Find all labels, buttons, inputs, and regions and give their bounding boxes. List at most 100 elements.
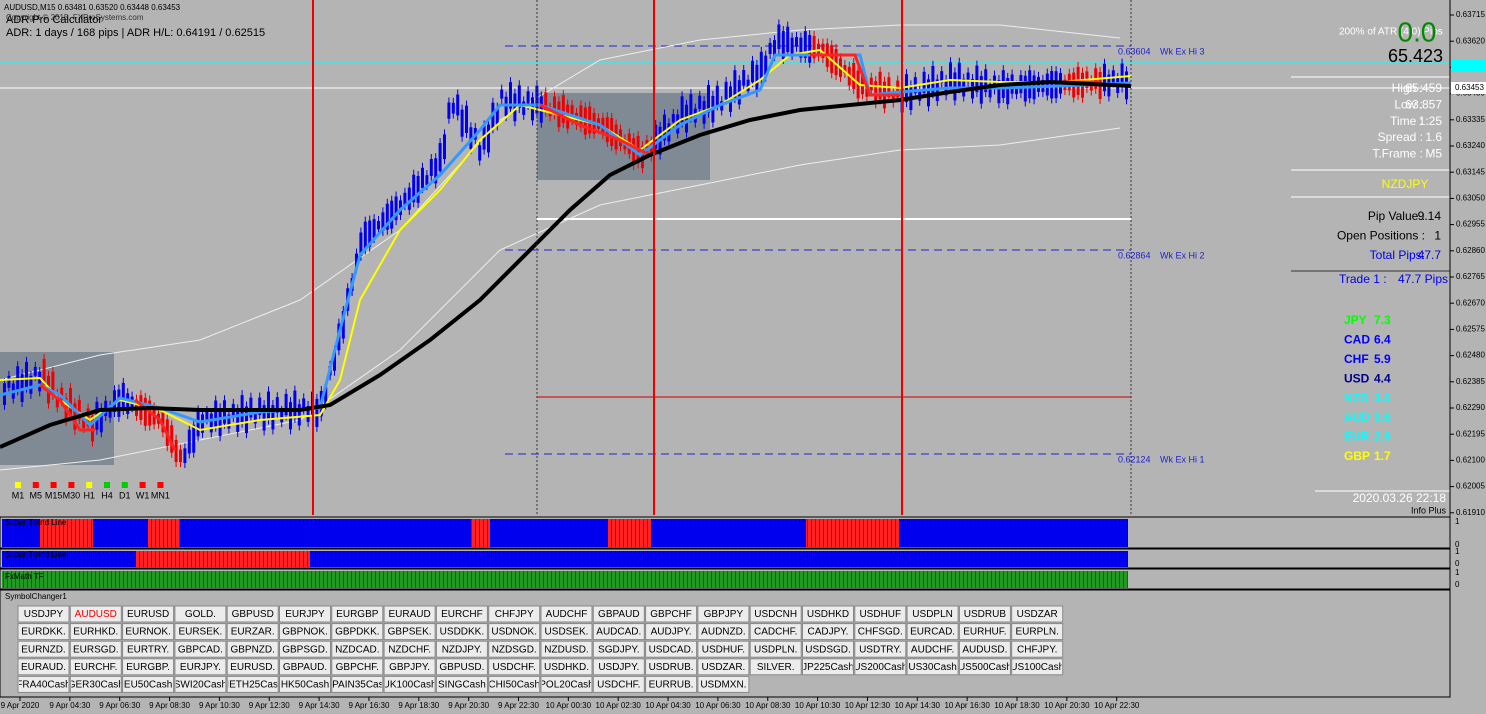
symbol-button[interactable]: USDJPY.	[592, 658, 645, 676]
symbol-button[interactable]: USDSEK.	[540, 623, 593, 641]
symbol-button[interactable]: CHFSGD.	[854, 623, 907, 641]
symbol-button[interactable]: EURHUF.	[958, 623, 1011, 641]
symbol-button[interactable]: EU50Cash	[122, 675, 175, 693]
symbol-button[interactable]: USDCNH	[749, 605, 802, 623]
symbol-button[interactable]: GBPSEK.	[383, 623, 436, 641]
symbol-button[interactable]: CADJPY.	[802, 623, 854, 641]
symbol-button[interactable]: EURJPY	[279, 605, 331, 623]
symbol-button[interactable]: EURNOK.	[122, 623, 175, 641]
symbol-button[interactable]: GOLD.	[174, 605, 227, 623]
symbol-button[interactable]: CADCHF.	[749, 623, 802, 641]
symbol-button[interactable]: GBPNOK.	[279, 623, 331, 641]
symbol-button[interactable]: USDMXN.	[697, 675, 750, 693]
symbol-button[interactable]: US500Cash	[958, 658, 1012, 676]
symbol-button[interactable]: USDSGD.	[802, 640, 854, 658]
symbol-button[interactable]: SILVER.	[749, 658, 802, 676]
symbol-button[interactable]: CHI50Cash	[488, 675, 541, 693]
symbol-button[interactable]: EURGBP.	[122, 658, 175, 676]
symbol-button[interactable]: USDDKK.	[435, 623, 488, 641]
symbol-button[interactable]: CHFJPY.	[1011, 640, 1064, 658]
symbol-button[interactable]: GER30Cash	[68, 675, 124, 693]
symbol-button[interactable]: NZDSGD.	[488, 640, 541, 658]
button-label: EURAUD.	[21, 662, 66, 673]
symbol-button[interactable]: UK100Cash	[383, 675, 437, 693]
symbol-button[interactable]: EURSGD.	[69, 640, 122, 658]
symbol-button[interactable]: EURRUB.	[645, 675, 698, 693]
symbol-button[interactable]: GBPCHF	[645, 605, 698, 623]
symbol-button[interactable]: USDPLN	[906, 605, 959, 623]
symbol-button[interactable]: AUDCAD.	[592, 623, 645, 641]
symbol-button[interactable]: AUDUSD.	[958, 640, 1011, 658]
symbol-button[interactable]: USDPLN.	[749, 640, 802, 658]
symbol-button[interactable]: USDHUF	[854, 605, 907, 623]
symbol-button[interactable]: GBPJPY.	[383, 658, 436, 676]
symbol-button[interactable]: EURCHF	[435, 605, 488, 623]
symbol-button[interactable]: USDTRY.	[854, 640, 907, 658]
symbol-button[interactable]: EURGBP	[331, 605, 384, 623]
symbol-button[interactable]: USDNOK.	[488, 623, 541, 641]
symbol-button[interactable]: CHFJPY	[488, 605, 541, 623]
symbol-button[interactable]: GBPNZD.	[226, 640, 279, 658]
symbol-button[interactable]: USDRUB	[958, 605, 1011, 623]
symbol-button[interactable]: AUDUSD	[69, 605, 122, 623]
symbol-button[interactable]: EURZAR.	[226, 623, 279, 641]
symbol-button[interactable]: GBPUSD	[226, 605, 279, 623]
symbol-button[interactable]: GBPJPY	[697, 605, 750, 623]
symbol-button[interactable]: GBPAUD.	[279, 658, 331, 676]
symbol-button[interactable]: EURTRY.	[122, 640, 175, 658]
symbol-button[interactable]: EURUSD	[122, 605, 175, 623]
symbol-button[interactable]: USDRUB.	[645, 658, 698, 676]
symbol-button[interactable]: GBPUSD.	[435, 658, 488, 676]
symbol-button[interactable]: USDCHF.	[488, 658, 541, 676]
symbol-button[interactable]: US30Cash	[906, 658, 959, 676]
symbol-button[interactable]: NZDJPY.	[435, 640, 488, 658]
symbol-button[interactable]: GBPDKK.	[331, 623, 384, 641]
symbol-button[interactable]: EURHKD.	[69, 623, 122, 641]
symbol-button[interactable]: EURJPY.	[174, 658, 227, 676]
symbol-button[interactable]: SWI20Cash	[174, 675, 227, 693]
symbol-button[interactable]: HK50Cash	[279, 675, 331, 693]
symbol-button[interactable]: USDHKD.	[540, 658, 593, 676]
symbol-button[interactable]: EURCAD.	[906, 623, 959, 641]
symbol-button[interactable]: EURUSD.	[226, 658, 279, 676]
symbol-button[interactable]: USDJPY	[17, 605, 70, 623]
symbol-button[interactable]: USDZAR.	[697, 658, 750, 676]
symbol-button[interactable]: EURNZD.	[17, 640, 70, 658]
symbol-button[interactable]: GBPAUD	[592, 605, 645, 623]
symbol-button[interactable]: AUDJPY.	[645, 623, 698, 641]
symbol-button[interactable]: NZDCAD.	[331, 640, 384, 658]
symbol-button[interactable]: EURCHF.	[69, 658, 122, 676]
symbol-button[interactable]: NZDUSD.	[540, 640, 593, 658]
symbol-button[interactable]: USDCHF.	[592, 675, 645, 693]
symbol-button[interactable]: US200Cash	[853, 658, 907, 676]
symbol-button[interactable]: US100Cash	[1010, 658, 1064, 676]
symbol-button[interactable]: USDZAR	[1011, 605, 1064, 623]
symbol-button[interactable]: AUDNZD.	[697, 623, 750, 641]
symbol-button[interactable]: NETH25Cash	[222, 675, 284, 693]
candle	[289, 402, 292, 430]
symbol-button[interactable]: USDHKD	[802, 605, 854, 623]
symbol-button[interactable]: EURSEK.	[174, 623, 227, 641]
symbol-button[interactable]: GBPCAD.	[174, 640, 227, 658]
candle	[891, 92, 895, 103]
symbol-button[interactable]: EURAUD.	[17, 658, 70, 676]
symbol-button[interactable]: AUDCHF.	[906, 640, 959, 658]
symbol-button[interactable]: SGDJPY.	[592, 640, 645, 658]
symbol-button[interactable]: POL20Cash	[539, 675, 593, 693]
symbol-button[interactable]: SINGCash	[435, 675, 488, 693]
symbol-button[interactable]: GBPCHF.	[331, 658, 384, 676]
symbol-button[interactable]: NZDCHF.	[383, 640, 436, 658]
candle	[786, 26, 790, 52]
symbol-button[interactable]: SPAIN35Cash	[325, 675, 389, 693]
symbol-button[interactable]: FRA40Cash	[16, 675, 70, 693]
symbol-button[interactable]: EURAUD	[383, 605, 436, 623]
symbol-button[interactable]: EURDKK.	[17, 623, 70, 641]
symbol-button[interactable]: USDCAD.	[645, 640, 698, 658]
symbol-button[interactable]: GBPSGD.	[279, 640, 331, 658]
symbol-button[interactable]: AUDCHF	[540, 605, 593, 623]
button-label: JP225Cash	[802, 662, 854, 673]
symbol-button[interactable]: EURPLN.	[1011, 623, 1064, 641]
button-face	[383, 658, 436, 676]
symbol-button[interactable]: JP225Cash	[802, 658, 854, 676]
symbol-button[interactable]: USDHUF.	[697, 640, 750, 658]
